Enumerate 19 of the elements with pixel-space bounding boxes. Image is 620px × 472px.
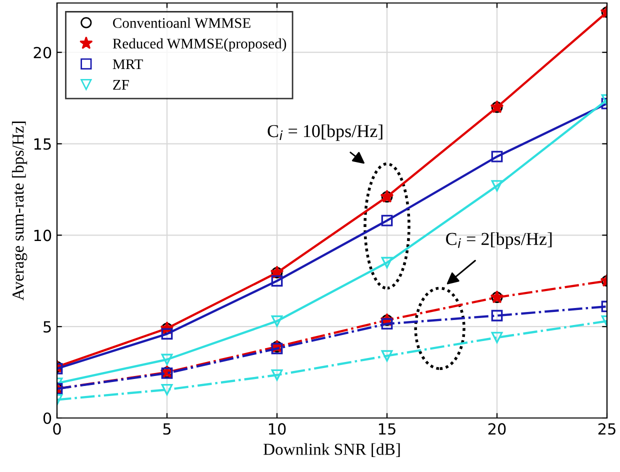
x-tick-label: 20 [488,423,506,435]
x-tick-label: 0 [53,423,61,435]
legend-label: Conventioanl WMMSE [113,18,250,28]
y-axis-title: Average sum-rate [bps/Hz] [12,122,28,300]
annotation: C$_{i}$ = 10[bps/Hz] [268,124,382,141]
y-tick-label: 0 [43,412,52,424]
x-tick-label: 5 [163,423,171,435]
legend-label: Reduced WMMSE(proposed) [112,38,286,52]
legend-label: MRT [112,59,143,70]
y-tick-label: 15 [34,138,51,150]
y-tick-label: 20 [34,46,52,58]
x-tick-label: 10 [268,423,286,435]
y-tick-label: 10 [34,230,52,242]
legend-label: ZF [113,80,129,90]
x-axis-title: Downlink SNR [dB] [263,443,400,457]
annotation: C$_{i}$ = 2[bps/Hz] [446,232,552,249]
x-tick-label: 25 [598,423,616,435]
y-tick-label: 5 [44,321,51,333]
x-tick-label: 15 [378,423,396,435]
